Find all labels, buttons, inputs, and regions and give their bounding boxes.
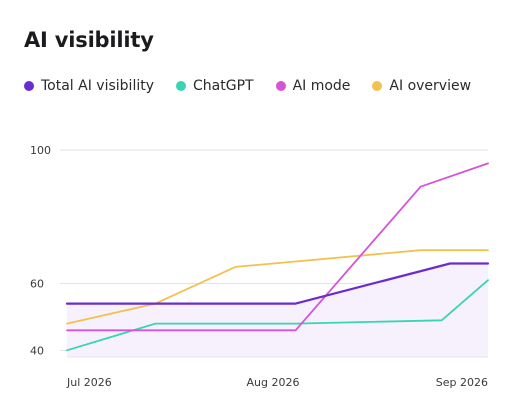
x-tick-label: Jul 2026 bbox=[66, 376, 112, 389]
y-tick-label: 40 bbox=[30, 344, 44, 357]
chart-title: AI visibility bbox=[24, 28, 154, 52]
legend-item-ai-mode[interactable]: AI mode bbox=[275, 78, 351, 94]
legend-label: Total AI visibility bbox=[41, 78, 154, 94]
chatgpt-line bbox=[66, 279, 489, 352]
legend-dot-icon bbox=[176, 81, 186, 91]
legend-label: AI mode bbox=[292, 78, 351, 94]
y-tick-label: 100 bbox=[30, 144, 51, 157]
chart-legend: Total AI visibility ChatGPT AI mode AI o… bbox=[24, 78, 471, 94]
legend-label: AI overview bbox=[389, 78, 472, 94]
legend-item-ai-overview[interactable]: AI overview bbox=[372, 78, 471, 94]
ai-overview-line bbox=[66, 249, 489, 325]
x-tick-label: Aug 2026 bbox=[247, 376, 300, 389]
x-tick-label: Sep 2026 bbox=[436, 376, 488, 389]
legend-label: ChatGPT bbox=[193, 78, 254, 94]
legend-dot-icon bbox=[24, 81, 34, 91]
ai-mode-line bbox=[66, 162, 489, 332]
legend-item-chatgpt[interactable]: ChatGPT bbox=[176, 78, 254, 94]
y-tick-label: 60 bbox=[30, 278, 44, 291]
legend-dot-icon bbox=[372, 81, 383, 91]
total-ai-visibility-line bbox=[65, 262, 490, 305]
legend-dot-icon bbox=[275, 81, 286, 91]
legend-item-total-ai-visibility[interactable]: Total AI visibility bbox=[24, 78, 154, 94]
total-ai-visibility-area bbox=[67, 263, 488, 357]
